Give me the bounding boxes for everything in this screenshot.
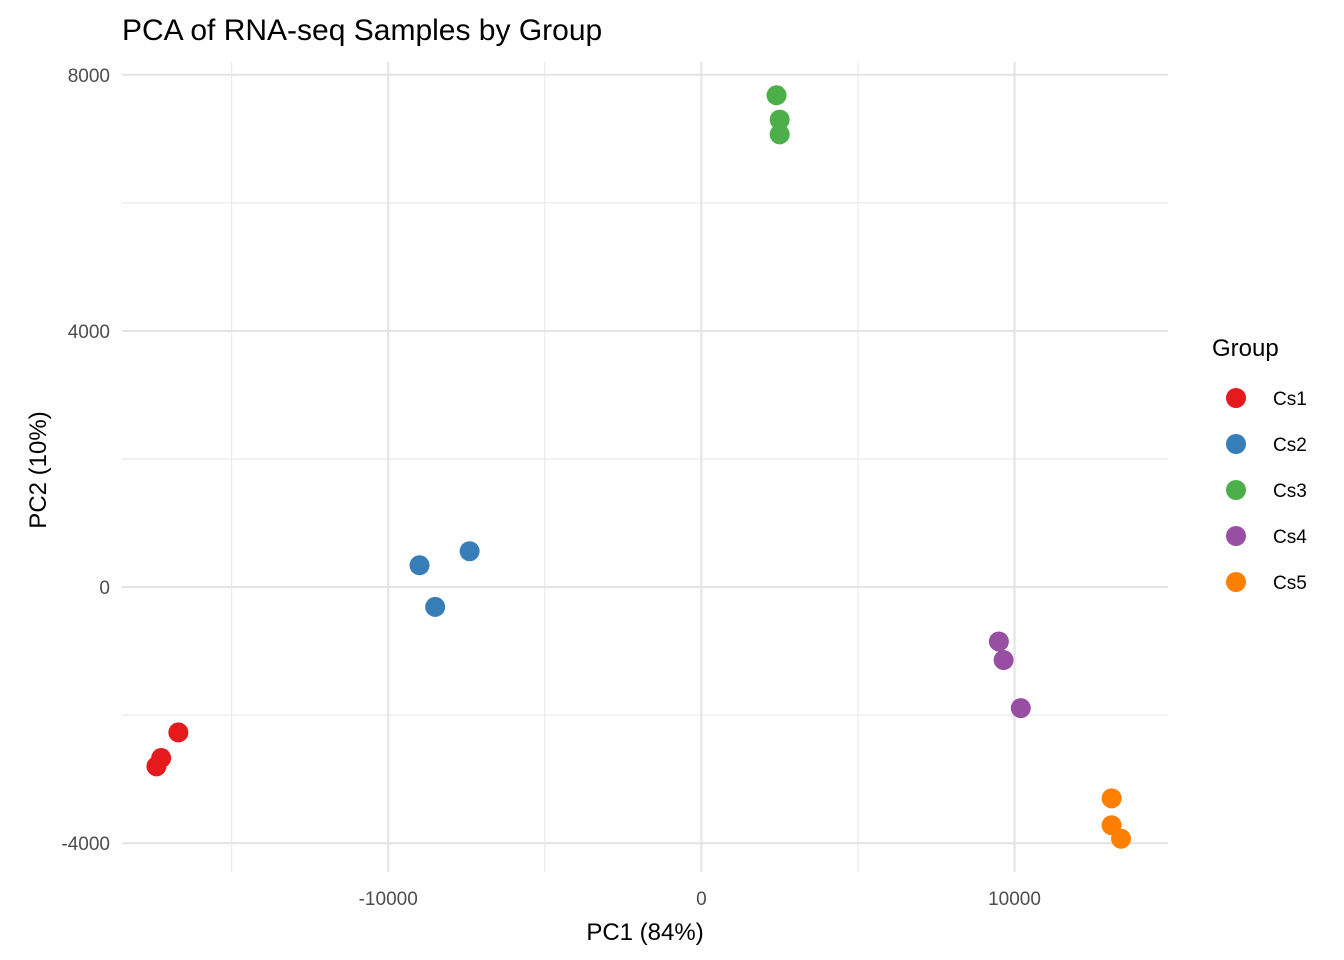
data-point-cs2 — [425, 596, 446, 617]
legend-key-cs3 — [1226, 480, 1246, 500]
chart-title: PCA of RNA-seq Samples by Group — [122, 14, 602, 47]
data-point-cs1 — [168, 722, 189, 743]
legend-title: Group — [1212, 335, 1279, 362]
data-point-cs2 — [409, 555, 430, 576]
y-tick-label: 4000 — [68, 322, 110, 343]
data-point-cs3 — [769, 109, 790, 130]
data-points — [146, 85, 1132, 849]
data-point-cs4 — [993, 650, 1014, 671]
x-tick-label: 10000 — [988, 889, 1041, 910]
axis-tick-labels: -10000 0 10000 -4000 0 4000 8000 — [61, 66, 1041, 910]
legend-label-cs5: Cs5 — [1273, 573, 1307, 594]
x-axis-title: PC1 (84%) — [586, 919, 703, 946]
y-tick-label: 0 — [99, 578, 110, 599]
legend-key-cs5 — [1226, 572, 1246, 592]
x-tick-label: -10000 — [359, 889, 418, 910]
data-point-cs5 — [1101, 788, 1122, 809]
y-tick-label: -4000 — [61, 834, 110, 855]
grid-lines — [122, 62, 1168, 872]
data-point-cs2 — [459, 541, 480, 562]
x-tick-label: 0 — [696, 889, 707, 910]
y-axis-title: PC2 (10%) — [25, 411, 52, 528]
data-point-cs5 — [1111, 828, 1132, 849]
y-tick-label: 8000 — [68, 66, 110, 87]
data-point-cs4 — [1010, 698, 1031, 719]
data-point-cs4 — [988, 631, 1009, 652]
legend: Group Cs1 Cs2 Cs3 Cs4 Cs5 — [1212, 335, 1307, 594]
legend-label-cs2: Cs2 — [1273, 435, 1307, 456]
data-point-cs3 — [769, 124, 790, 145]
legend-label-cs4: Cs4 — [1273, 527, 1307, 548]
legend-key-cs1 — [1226, 388, 1246, 408]
data-point-cs3 — [766, 85, 787, 106]
legend-label-cs1: Cs1 — [1273, 389, 1307, 410]
legend-items: Cs1 Cs2 Cs3 Cs4 Cs5 — [1226, 388, 1307, 594]
legend-label-cs3: Cs3 — [1273, 481, 1307, 502]
data-point-cs1 — [146, 756, 167, 777]
legend-key-cs2 — [1226, 434, 1246, 454]
legend-key-cs4 — [1226, 526, 1246, 546]
